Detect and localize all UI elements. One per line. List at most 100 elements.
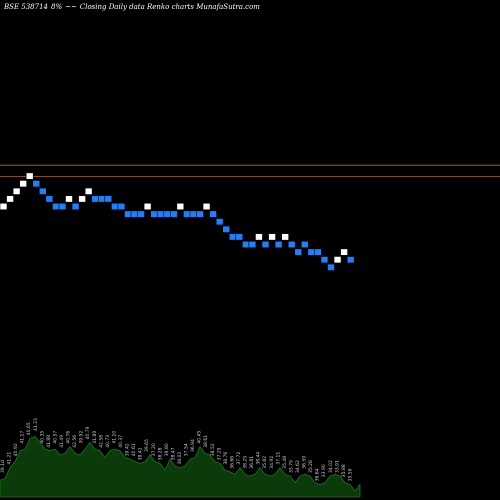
volume-data-label: 40.37 xyxy=(118,435,124,448)
volume-data-label: 38.28 xyxy=(157,447,163,460)
down-brick xyxy=(117,202,126,211)
volume-data-label: 34.02 xyxy=(328,460,334,473)
volume-data-label: 38.44 xyxy=(256,452,262,465)
volume-data-label: 38.76 xyxy=(223,452,229,465)
down-brick xyxy=(38,187,47,195)
volume-data-label: 40.79 xyxy=(85,426,91,439)
volume-data-label: 38.25 xyxy=(243,456,249,469)
volume-data-label: 38.41 xyxy=(138,447,144,460)
volume-data-label: 41.17 xyxy=(20,431,26,444)
down-brick xyxy=(242,240,250,249)
down-brick xyxy=(248,240,257,249)
volume-data-label: 36.64 xyxy=(315,468,321,481)
trend-arrow-icon: ~~ xyxy=(65,3,77,11)
chart-title: BSE 538714 8% ~~ Closing Daily data Renko c… xyxy=(4,3,263,11)
down-brick xyxy=(58,202,67,211)
volume-data-label: 41.49 xyxy=(59,435,65,448)
renko-bricks xyxy=(0,172,355,271)
up-brick xyxy=(6,195,14,203)
down-brick xyxy=(314,248,322,256)
up-brick xyxy=(268,233,276,241)
volume-data-label: 39.1d xyxy=(0,460,6,473)
down-brick xyxy=(52,202,60,211)
down-brick xyxy=(287,240,296,249)
up-brick xyxy=(281,233,289,241)
volume-data-label: 36.94 xyxy=(190,439,196,452)
up-brick xyxy=(176,202,185,211)
volume-data-label: 42.56 xyxy=(72,435,78,448)
up-brick xyxy=(25,172,34,180)
volume-data-label: 37.72 xyxy=(236,452,242,465)
volume-data-label: 35.82 xyxy=(262,456,268,469)
volume-data-label: 38.61 xyxy=(203,435,209,448)
reference-lines xyxy=(0,164,500,178)
volume-data-label: 35.28 xyxy=(308,460,314,473)
volume-data-label: 39.65 xyxy=(144,439,150,452)
up-brick xyxy=(340,248,348,256)
volume-data-label: 40.76 xyxy=(66,431,72,444)
volume-data-label: 37.11 xyxy=(275,452,281,465)
up-brick xyxy=(78,195,86,203)
up-brick xyxy=(255,233,263,241)
volume-data-label: 36.66 xyxy=(229,456,235,469)
down-brick xyxy=(71,202,80,211)
volume-data-label: 36.81 xyxy=(249,456,255,469)
down-brick xyxy=(346,256,355,264)
volume-data-label: 39.42 xyxy=(125,443,131,456)
up-brick xyxy=(333,256,342,264)
volume-data-label: 41.89 xyxy=(92,431,98,444)
volume-data-label: 38.52 xyxy=(210,443,216,456)
down-brick xyxy=(320,256,329,264)
down-brick xyxy=(170,210,178,218)
down-brick xyxy=(294,248,303,256)
up-brick xyxy=(65,195,73,203)
down-brick xyxy=(209,210,217,218)
down-brick xyxy=(111,202,119,211)
down-brick xyxy=(130,210,139,218)
volume-data-label: 33.91 xyxy=(334,460,340,473)
down-brick xyxy=(300,240,309,249)
volume-data-label: 34.62 xyxy=(295,460,301,473)
down-brick xyxy=(196,210,204,218)
volume-data-label: 40.61 xyxy=(131,443,137,456)
down-brick xyxy=(45,195,54,203)
down-brick xyxy=(189,210,198,218)
volume-data-label: 33.90 xyxy=(321,464,327,477)
volume-data-label: 40.92 xyxy=(13,443,19,456)
symbol-label: BSE 538714 xyxy=(4,3,48,11)
down-brick xyxy=(104,195,113,203)
volume-data-label: 39.92 xyxy=(79,431,85,444)
down-brick xyxy=(261,240,270,249)
volume-data-label: 38.47 xyxy=(170,447,176,460)
volume-area-shape xyxy=(0,436,361,498)
down-brick xyxy=(163,210,172,218)
volume-data-label: 40.73 xyxy=(105,435,111,448)
volume-data-label: 40.57 xyxy=(52,431,58,444)
volume-data-label: 34.92 xyxy=(269,456,275,469)
volume-data-label: 42.58 xyxy=(98,435,104,448)
volume-data-label: 37.20 xyxy=(151,443,157,456)
volume-data-label: 37.29 xyxy=(216,447,222,460)
chart-description: Closing Daily data Renko charts MunafaSu… xyxy=(79,3,260,11)
up-brick xyxy=(143,202,152,211)
volume-data-label: 40.65 xyxy=(26,422,32,435)
up-brick xyxy=(12,187,21,195)
volume-data-label: 35.48 xyxy=(282,456,288,469)
volume-data-label: 40.35 xyxy=(39,431,45,444)
up-brick xyxy=(202,202,211,211)
down-brick xyxy=(228,233,237,241)
down-brick xyxy=(307,248,316,256)
down-brick xyxy=(327,263,335,271)
volume-data-label: 39.80 xyxy=(164,443,170,456)
down-brick xyxy=(97,195,106,203)
up-brick xyxy=(84,187,93,195)
volume-data-label: 35.79 xyxy=(288,460,294,473)
down-brick xyxy=(274,240,283,249)
volume-data-label: 41.23 xyxy=(33,418,39,431)
volume-data-label: 41.21 xyxy=(7,452,13,465)
down-brick xyxy=(222,225,230,233)
down-brick xyxy=(156,210,165,218)
volume-data-label: 41.10 xyxy=(111,431,117,444)
